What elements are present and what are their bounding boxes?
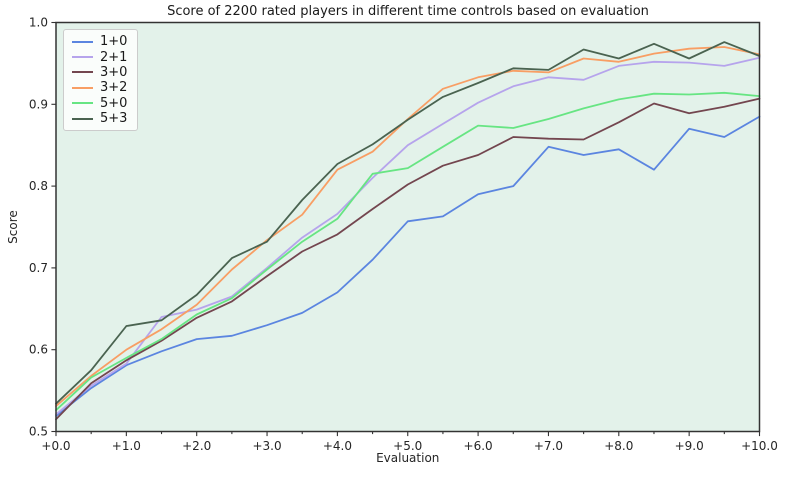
legend-entry: 5+3: [72, 111, 127, 126]
y-tick-label: 0.7: [29, 261, 48, 275]
y-tick-label: 0.5: [29, 425, 48, 439]
plot-area: +0.0 +1.0 +2.0 +3.0 +4.0 +5.0 +6.0 +7.0 +8.0 +9.0…: [29, 16, 778, 454]
x-tick-label: +8.0: [604, 439, 633, 453]
x-tick-label: +2.0: [182, 439, 211, 453]
x-tick-label: +0.0: [41, 439, 70, 453]
series-line-5+3: [55, 41, 761, 405]
axes-spines: [55, 21, 761, 433]
series-line-3+0: [55, 97, 761, 421]
legend-entry: 1+0: [72, 34, 127, 49]
x-tick-label: +6.0: [464, 439, 493, 453]
x-tick-label: +5.0: [393, 439, 422, 453]
legend-entry: 3+2: [72, 80, 127, 95]
legend-line-swatch: [72, 40, 93, 43]
legend-line-swatch: [72, 56, 93, 59]
legend-line-swatch: [72, 71, 93, 74]
series-line-2+1: [55, 56, 761, 416]
x-tick-label: +9.0: [675, 439, 704, 453]
series-line-1+0: [55, 115, 761, 417]
legend: 1+0 2+1 3+0 3+2 5+0 5+3: [63, 29, 139, 132]
legend-entry: 2+1: [72, 49, 127, 64]
y-axis-label: Score: [6, 210, 20, 244]
legend-label: 3+2: [100, 80, 128, 96]
x-axis-label: Evaluation: [376, 451, 439, 465]
chart-title: Score of 2200 rated players in different…: [167, 4, 649, 19]
legend-entry: 5+0: [72, 96, 127, 111]
legend-label: 1+0: [100, 34, 128, 50]
legend-label: 5+3: [100, 111, 128, 127]
legend-line-swatch: [72, 117, 93, 120]
y-axis-ticks: 0.5 0.6 0.7 0.8 0.9 1.0: [29, 16, 56, 439]
y-tick-label: 0.8: [29, 179, 48, 193]
y-tick-label: 1.0: [29, 16, 48, 30]
series-line-5+0: [55, 91, 761, 412]
legend-line-swatch: [72, 86, 93, 89]
x-tick-label: +3.0: [252, 439, 281, 453]
legend-line-swatch: [72, 102, 93, 105]
legend-label: 2+1: [100, 49, 128, 65]
series-lines: [55, 41, 761, 421]
x-axis-ticks: +0.0 +1.0 +2.0 +3.0 +4.0 +5.0 +6.0 +7.0 +8.0 +9.0…: [41, 431, 778, 453]
legend-label: 3+0: [100, 64, 128, 80]
x-tick-label: +7.0: [534, 439, 563, 453]
legend-entry: 3+0: [72, 65, 127, 80]
plot-background: [56, 22, 760, 432]
x-tick-label: +10.0: [741, 439, 778, 453]
y-tick-label: 0.6: [29, 343, 48, 357]
legend-label: 5+0: [100, 95, 128, 111]
x-tick-label: +4.0: [323, 439, 352, 453]
x-tick-label: +1.0: [112, 439, 141, 453]
y-tick-label: 0.9: [29, 97, 48, 111]
